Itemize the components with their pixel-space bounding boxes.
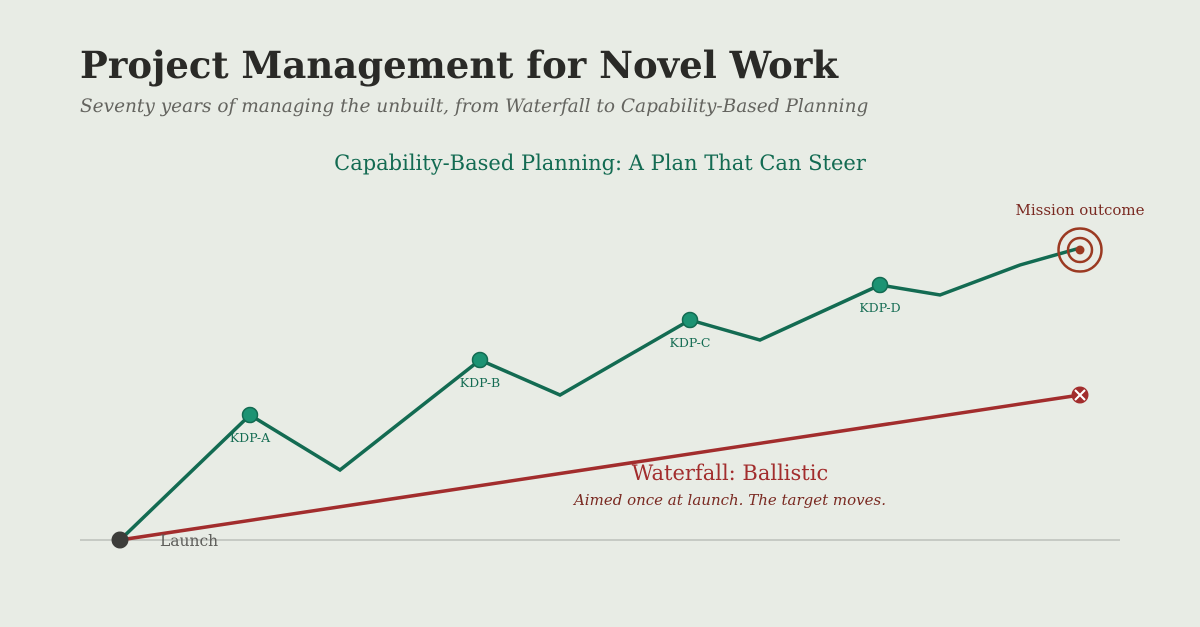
page-title: Project Management for Novel Work [80,43,839,87]
launch-point-icon [111,531,129,549]
waterfall-caption: Aimed once at launch. The target moves. [572,491,886,509]
capability-heading: Capability-Based Planning: A Plan That C… [334,151,867,175]
milestone-marker [471,351,489,369]
milestone-kdp-a: KDP-A [230,406,271,445]
milestone-kdp-d: KDP-D [859,276,901,315]
milestone-marker [681,311,699,329]
target-icon [1057,227,1103,273]
launch-label: Launch [160,532,218,550]
milestone-marker [871,276,889,294]
milestone-label: KDP-B [460,375,501,390]
milestone-label: KDP-A [230,430,271,445]
waterfall-heading: Waterfall: Ballistic [632,461,828,485]
waterfall-trajectory [119,393,1081,542]
milestone-kdp-b: KDP-B [460,351,501,390]
milestone-marker [241,406,259,424]
milestone-label: KDP-D [859,300,900,315]
milestone-kdp-c: KDP-C [670,311,711,350]
mission-outcome-label: Mission outcome [1015,201,1144,219]
milestone-label: KDP-C [670,335,711,350]
page-subtitle: Seventy years of managing the unbuilt, f… [80,96,869,117]
miss-x-icon [1071,386,1089,404]
